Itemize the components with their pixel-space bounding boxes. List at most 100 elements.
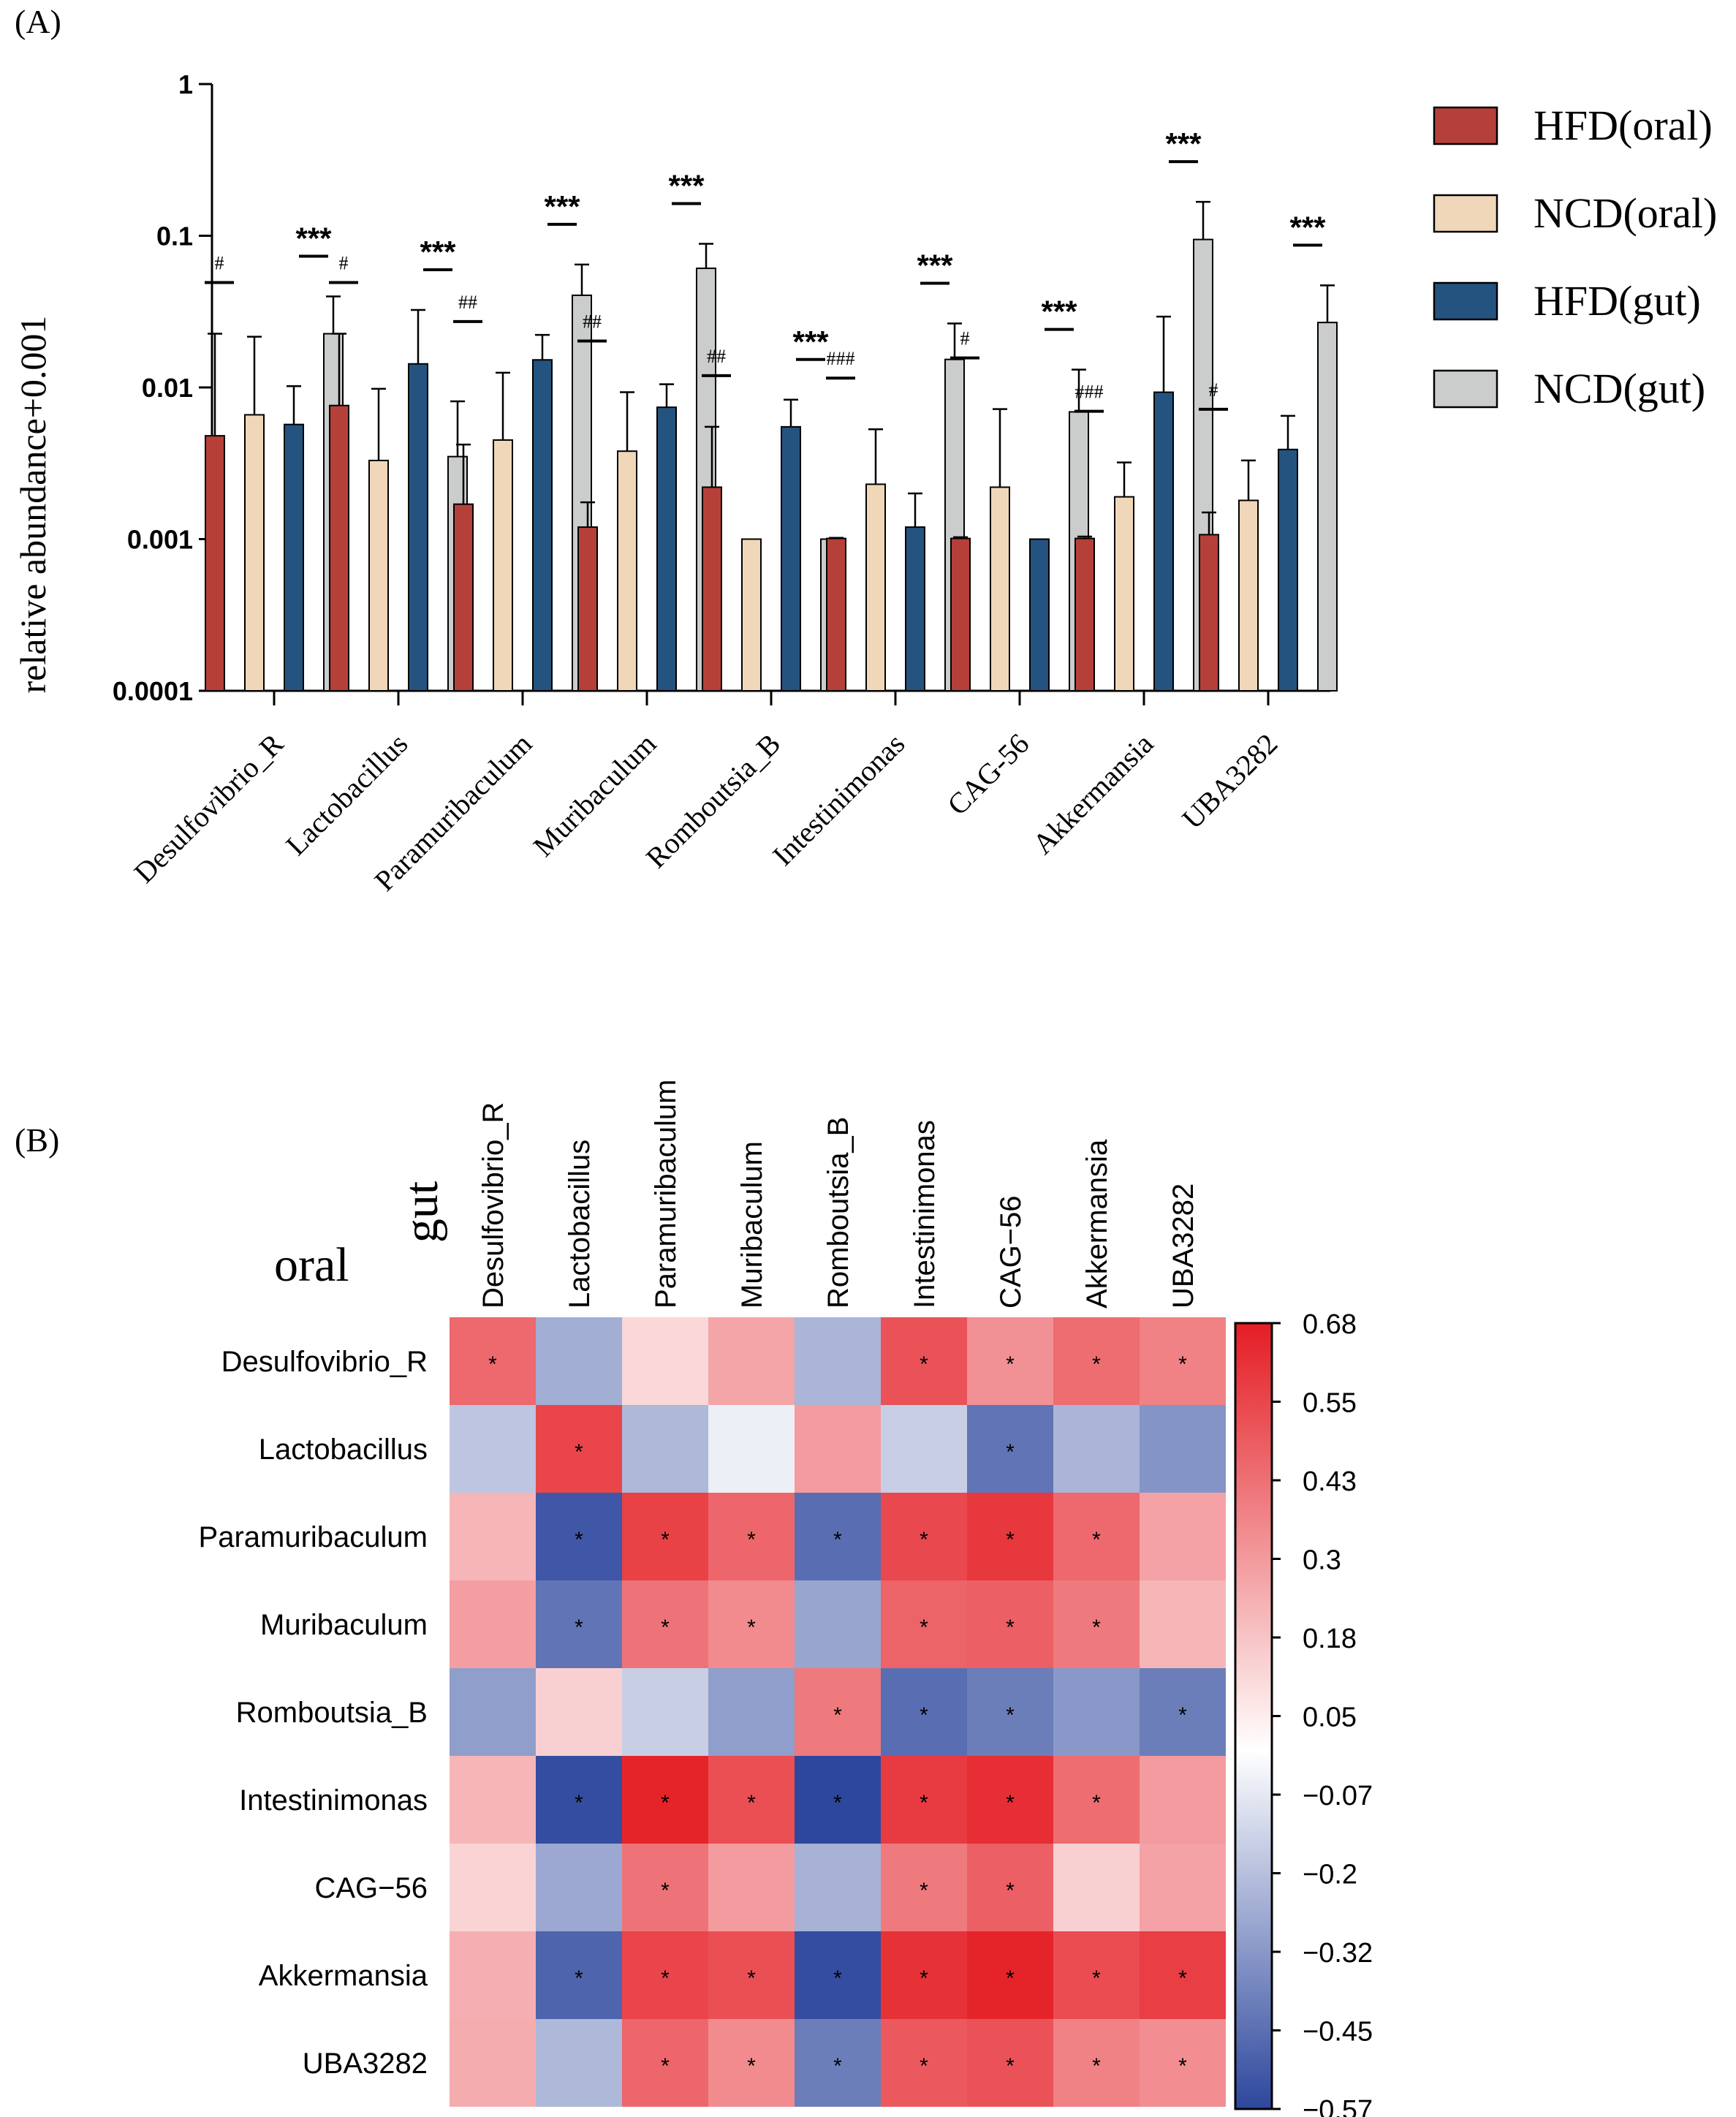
row-label: Paramuribaculum: [199, 1521, 428, 1553]
significance-star: *: [1006, 2054, 1015, 2078]
colorbar: 0.68 0.55 0.43 0.3 0.18 0.05 −0.07 −0.2 −0.32 −0.…: [1234, 1309, 1373, 2117]
x-tick-labels: Desulfovibrio_RLactobacillusParamuribacu…: [127, 727, 1284, 897]
legend-swatch: [1433, 106, 1498, 145]
heatmap-cell: [622, 1756, 708, 1844]
heatmap-cell: [708, 1317, 795, 1405]
heatmap-cell: [1053, 1931, 1140, 2019]
colorbar-tick-label: 0.05: [1303, 1703, 1357, 1733]
column-labels: Desulfovibrio_R Lactobacillus Paramuribacu…: [477, 1080, 1199, 1309]
row-label: Muribaculum: [260, 1609, 428, 1641]
heatmap-cell: [450, 1668, 536, 1756]
heatmap-cell: [536, 1493, 622, 1580]
colorbar-tick-label: 0.18: [1303, 1624, 1357, 1654]
heatmap-cell: [967, 1580, 1053, 1668]
heatmap-cell: [795, 1931, 881, 2019]
heatmap-cell: [622, 1317, 708, 1405]
heatmap-cell: [881, 1580, 967, 1668]
bar-hfd-gut-: [1153, 391, 1174, 692]
significance-star: *: [575, 1528, 583, 1552]
gut-significance-mark: ***: [1165, 126, 1202, 161]
significance-star: *: [1092, 1966, 1101, 1991]
bar-ncd-oral-: [1114, 496, 1134, 692]
heatmap-cell: [450, 1756, 536, 1844]
oral-significance-mark: #: [1209, 379, 1218, 401]
bar-hfd-oral-: [702, 486, 722, 692]
heatmap-cell: [622, 1668, 708, 1756]
significance-star: *: [920, 1616, 928, 1640]
axes: 1 0.1 0.01 0.001 0.0001: [113, 69, 1330, 706]
significance-star: *: [661, 1966, 670, 1991]
gut-significance-mark: ***: [1289, 210, 1326, 244]
significance-star: *: [661, 1879, 670, 1903]
heatmap-cell: [622, 1580, 708, 1668]
heatmap-cell: [967, 1405, 1053, 1493]
x-tick-label: Intestinimonas: [766, 727, 911, 872]
y-tick-label: 0.0001: [113, 676, 193, 706]
colorbar-tick-label: −0.2: [1303, 1860, 1357, 1890]
oral-significance-mark: #: [960, 328, 970, 349]
legend-label: HFD(oral): [1534, 102, 1713, 149]
y-tick-label: 0.001: [127, 525, 193, 555]
significance-star: *: [661, 1616, 670, 1640]
significance-star: *: [575, 1440, 583, 1464]
row-label: Akkermansia: [259, 1960, 428, 1992]
heatmap-cell: [1140, 1844, 1226, 1931]
colorbar-tick-label: −0.32: [1303, 1938, 1373, 1969]
panel-b-heatmap: (B) oral gut * * * * ** ** * * * * * ** * * * * ** * * ** * *…: [15, 1080, 1373, 2117]
x-tick-label: CAG-56: [941, 727, 1035, 822]
x-tick-label: Desulfovibrio_R: [127, 727, 289, 889]
panel-b-label: (B): [15, 1121, 59, 1159]
heatmap-cell: [1053, 1668, 1140, 1756]
heatmap-cell: [1140, 1580, 1226, 1668]
heatmap-cell: [536, 1668, 622, 1756]
heatmap-cell: [536, 2019, 622, 2107]
significance-star: *: [1006, 1966, 1015, 1991]
heatmap-cell: [708, 1405, 795, 1493]
panel-a-label: (A): [15, 3, 61, 40]
colorbar-tick-label: 0.55: [1303, 1388, 1357, 1419]
bar-ncd-gut-: [1317, 322, 1338, 692]
significance-star: *: [747, 1791, 756, 1815]
heatmap-cell: [536, 1756, 622, 1844]
heatmap-cell: [881, 1405, 967, 1493]
heatmap-cell: [967, 1317, 1053, 1405]
panel-a-bar-chart: (A) relative abundance+0.001 1 0.1 0.01 0.0…: [12, 3, 1717, 897]
heatmap-cells: * * * * * * * * * * * * * * * * * * * * * * * * * * * * * * * * * * * * * * * *…: [450, 1317, 1226, 2107]
gut-significance-mark: ***: [668, 169, 705, 203]
heatmap-cell: [708, 1931, 795, 2019]
heatmap-cell: [795, 1580, 881, 1668]
significance-star: *: [920, 1528, 928, 1552]
heatmap-cell: [795, 1668, 881, 1756]
gut-significance-mark: ***: [917, 249, 953, 283]
bar-ncd-oral-: [244, 414, 265, 692]
colorbar-tick-label: 0.3: [1303, 1545, 1341, 1576]
significance-star: *: [1092, 1352, 1101, 1376]
heatmap-cell: [1053, 1493, 1140, 1580]
heatmap-cell: [622, 1844, 708, 1931]
legend-swatch: [1433, 369, 1498, 409]
x-tick-label: UBA3282: [1175, 727, 1284, 836]
heatmap-cell: [1140, 1668, 1226, 1756]
gut-significance-mark: ***: [1041, 295, 1077, 329]
heatmap-cell: [450, 1493, 536, 1580]
x-tick-label: Akkermansia: [1026, 727, 1160, 860]
col-axis-title: gut: [395, 1181, 448, 1243]
y-axis-title: relative abundance+0.001: [12, 316, 53, 694]
heatmap-cell: [881, 1493, 967, 1580]
heatmap-cell: [795, 2019, 881, 2107]
heatmap-cell: [795, 1756, 881, 1844]
significance-star: *: [1092, 1616, 1101, 1640]
column-label: UBA3282: [1167, 1184, 1199, 1309]
heatmap-cell: [450, 1931, 536, 2019]
bar-hfd-oral-: [1199, 534, 1219, 692]
oral-significance-mark: #: [339, 253, 349, 274]
heatmap-cell: [622, 2019, 708, 2107]
bar-hfd-oral-: [329, 404, 349, 692]
significance-star: *: [1178, 1966, 1187, 1991]
heatmap-cell: [881, 1756, 967, 1844]
bar-hfd-gut-: [1029, 538, 1050, 692]
colorbar-tick-label: 0.43: [1303, 1466, 1357, 1497]
heatmap-cell: [967, 1493, 1053, 1580]
heatmap-cell: [708, 1844, 795, 1931]
significance-star: *: [833, 1791, 842, 1815]
